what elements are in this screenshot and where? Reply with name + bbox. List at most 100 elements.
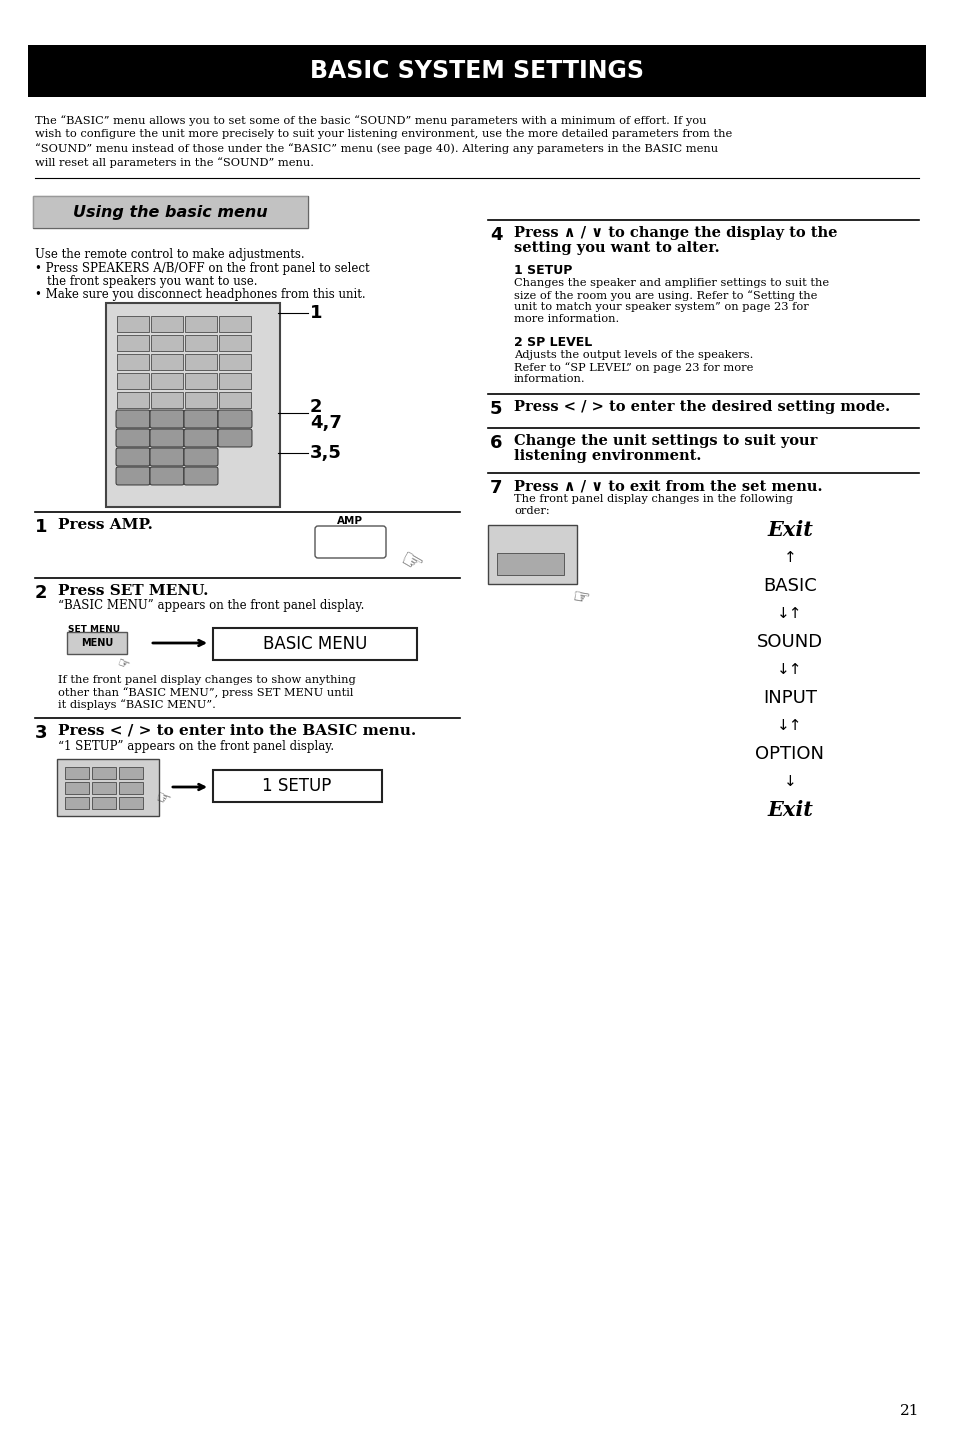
Text: Press SET MENU.: Press SET MENU. (58, 583, 209, 598)
FancyBboxPatch shape (185, 316, 216, 332)
Text: If the front panel display changes to show anything: If the front panel display changes to sh… (58, 674, 355, 684)
Text: 1 SETUP: 1 SETUP (514, 264, 572, 277)
FancyBboxPatch shape (117, 335, 149, 351)
Text: SOUND: SOUND (756, 632, 822, 651)
Text: OPTION: OPTION (755, 745, 823, 762)
Text: Adjusts the output levels of the speakers.: Adjusts the output levels of the speaker… (514, 349, 753, 360)
Text: Change the unit settings to suit your: Change the unit settings to suit your (514, 435, 817, 448)
FancyBboxPatch shape (116, 410, 150, 427)
Text: size of the room you are using. Refer to “Setting the: size of the room you are using. Refer to… (514, 290, 817, 300)
Text: 2: 2 (35, 583, 48, 602)
FancyBboxPatch shape (65, 783, 89, 794)
FancyBboxPatch shape (184, 448, 218, 466)
Text: Press ∧ / ∨ to exit from the set menu.: Press ∧ / ∨ to exit from the set menu. (514, 479, 821, 492)
Text: “SOUND” menu instead of those under the “BASIC” menu (see page 40). Altering any: “SOUND” menu instead of those under the … (35, 143, 718, 153)
Text: listening environment.: listening environment. (514, 449, 700, 464)
Text: 2 SP LEVEL: 2 SP LEVEL (514, 336, 592, 349)
FancyBboxPatch shape (151, 354, 183, 370)
Text: ☞: ☞ (115, 656, 132, 673)
Text: 4: 4 (490, 227, 502, 244)
Text: 6: 6 (490, 435, 502, 452)
Text: ☞: ☞ (152, 788, 172, 810)
FancyBboxPatch shape (116, 466, 150, 485)
Text: The “BASIC” menu allows you to set some of the basic “SOUND” menu parameters wit: The “BASIC” menu allows you to set some … (35, 116, 706, 126)
Text: Use the remote control to make adjustments.: Use the remote control to make adjustmen… (35, 248, 304, 261)
Text: information.: information. (514, 374, 585, 384)
Text: Press < / > to enter into the BASIC menu.: Press < / > to enter into the BASIC menu… (58, 723, 416, 738)
FancyBboxPatch shape (185, 391, 216, 409)
Text: Exit: Exit (766, 800, 812, 820)
FancyBboxPatch shape (117, 316, 149, 332)
Text: • Press SPEAKERS A/B/OFF on the front panel to select: • Press SPEAKERS A/B/OFF on the front pa… (35, 261, 369, 274)
FancyBboxPatch shape (184, 429, 218, 448)
Text: Press ∧ / ∨ to change the display to the: Press ∧ / ∨ to change the display to the (514, 227, 837, 240)
FancyBboxPatch shape (106, 303, 280, 507)
FancyBboxPatch shape (219, 373, 251, 388)
Text: other than “BASIC MENU”, press SET MENU until: other than “BASIC MENU”, press SET MENU … (58, 687, 353, 697)
Text: more information.: more information. (514, 313, 618, 323)
FancyBboxPatch shape (185, 335, 216, 351)
Text: SET MENU: SET MENU (68, 625, 120, 634)
FancyBboxPatch shape (57, 760, 159, 816)
Text: ↓: ↓ (782, 774, 796, 790)
FancyBboxPatch shape (185, 354, 216, 370)
FancyBboxPatch shape (116, 448, 150, 466)
Text: Refer to “SP LEVEL” on page 23 for more: Refer to “SP LEVEL” on page 23 for more (514, 362, 753, 373)
FancyBboxPatch shape (119, 797, 143, 809)
FancyBboxPatch shape (185, 373, 216, 388)
Bar (33, 196, 308, 228)
Bar (33, 196, 308, 228)
Text: “1 SETUP” appears on the front panel display.: “1 SETUP” appears on the front panel dis… (58, 739, 334, 752)
Text: 1 SETUP: 1 SETUP (262, 777, 332, 796)
Text: will reset all parameters in the “SOUND” menu.: will reset all parameters in the “SOUND”… (35, 157, 314, 168)
FancyBboxPatch shape (151, 335, 183, 351)
FancyBboxPatch shape (184, 410, 218, 427)
Text: 5: 5 (490, 400, 502, 417)
FancyBboxPatch shape (213, 628, 416, 660)
FancyBboxPatch shape (150, 448, 184, 466)
Text: ↑: ↑ (782, 550, 796, 566)
FancyBboxPatch shape (184, 466, 218, 485)
Text: order:: order: (514, 505, 549, 516)
Text: 7: 7 (490, 479, 502, 497)
FancyBboxPatch shape (116, 429, 150, 448)
FancyBboxPatch shape (67, 632, 127, 654)
Text: setting you want to alter.: setting you want to alter. (514, 241, 719, 256)
FancyBboxPatch shape (117, 354, 149, 370)
Text: 21: 21 (899, 1404, 918, 1418)
Text: unit to match your speaker system” on page 23 for: unit to match your speaker system” on pa… (514, 302, 808, 312)
Text: AMP: AMP (336, 516, 363, 526)
Text: the front speakers you want to use.: the front speakers you want to use. (47, 274, 257, 287)
FancyBboxPatch shape (65, 797, 89, 809)
FancyBboxPatch shape (219, 391, 251, 409)
FancyBboxPatch shape (150, 466, 184, 485)
FancyBboxPatch shape (219, 316, 251, 332)
Text: 3,5: 3,5 (310, 443, 341, 462)
FancyBboxPatch shape (218, 410, 252, 427)
Text: Changes the speaker and amplifier settings to suit the: Changes the speaker and amplifier settin… (514, 279, 828, 287)
FancyBboxPatch shape (65, 767, 89, 778)
Text: BASIC SYSTEM SETTINGS: BASIC SYSTEM SETTINGS (310, 59, 643, 82)
FancyBboxPatch shape (219, 354, 251, 370)
FancyBboxPatch shape (497, 553, 563, 575)
Text: 1: 1 (310, 305, 322, 322)
Text: ↓↑: ↓↑ (777, 663, 801, 677)
Text: 4,7: 4,7 (310, 414, 341, 432)
FancyBboxPatch shape (150, 410, 184, 427)
FancyBboxPatch shape (151, 316, 183, 332)
Text: BASIC: BASIC (762, 578, 816, 595)
FancyBboxPatch shape (151, 373, 183, 388)
Text: ☞: ☞ (569, 588, 590, 609)
FancyBboxPatch shape (150, 429, 184, 448)
FancyBboxPatch shape (488, 526, 577, 583)
Text: Press AMP.: Press AMP. (58, 518, 152, 531)
Text: “BASIC MENU” appears on the front panel display.: “BASIC MENU” appears on the front panel … (58, 599, 364, 612)
Bar (28, 45, 925, 97)
Text: ↓↑: ↓↑ (777, 606, 801, 621)
FancyBboxPatch shape (91, 797, 116, 809)
Text: • Make sure you disconnect headphones from this unit.: • Make sure you disconnect headphones fr… (35, 287, 365, 300)
Text: 2: 2 (310, 399, 322, 416)
FancyBboxPatch shape (151, 391, 183, 409)
FancyBboxPatch shape (117, 391, 149, 409)
FancyBboxPatch shape (219, 335, 251, 351)
